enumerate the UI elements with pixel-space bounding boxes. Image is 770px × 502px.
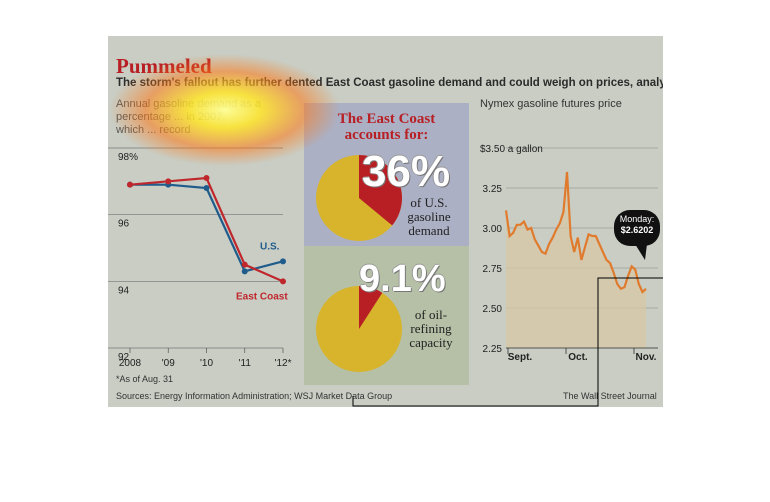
refining-text: of oil- refining capacity [401, 308, 461, 350]
right-area-fill [506, 172, 646, 348]
right-x-tick-label: Oct. [568, 352, 588, 363]
refining-pie [316, 286, 402, 372]
monday-callout: Monday: $2.6202 [614, 210, 660, 246]
refining-section: 9.1% of oil- refining capacity [304, 246, 469, 385]
right-y-tick-label: 3.00 [483, 224, 503, 235]
legend-us: U.S. [260, 241, 280, 252]
left-series-point [280, 278, 286, 285]
legend-east-coast: East Coast [236, 291, 288, 302]
left-x-tick-label: 2008 [119, 358, 142, 369]
monday-callout-line2: $2.6202 [620, 225, 654, 235]
right-y-tick-label: $3.50 a gallon [480, 144, 543, 155]
left-y-tick-label: 94 [118, 285, 130, 296]
left-series-point [241, 261, 248, 268]
right-series-line [504, 171, 647, 294]
credit: The Wall Street Journal [563, 391, 657, 401]
footnote: *As of Aug. 31 [116, 374, 174, 384]
pie-slice-east-coast [359, 286, 383, 329]
sources: Sources: Energy Information Administrati… [116, 391, 393, 401]
annotation-line [352, 277, 663, 407]
left-series-point [280, 258, 286, 265]
left-x-tick-label: '10 [200, 358, 213, 369]
left-y-tick-label: 92 [118, 352, 130, 363]
left-series-point [241, 268, 248, 275]
refining-text-line3: capacity [409, 335, 453, 350]
right-y-tick-label: 3.25 [483, 184, 503, 195]
refining-percent: 9.1% [359, 258, 446, 300]
monday-callout-line1: Monday: [619, 214, 655, 224]
right-chart-label: Nymex gasoline futures price [480, 98, 622, 110]
futures-area-chart: 2.25 2.50 2.75 3.00 3.25 $3.50 a gallon Sept. O… [480, 144, 658, 363]
right-x-tick-label: Sept. [508, 352, 533, 363]
left-x-tick-label: '09 [162, 358, 175, 369]
right-y-tick-label: 2.75 [483, 264, 503, 275]
right-x-tick-label: Nov. [636, 352, 657, 363]
callout-pointer [635, 244, 647, 260]
refining-text-line2: refining [410, 321, 452, 336]
left-x-tick-label: '12* [275, 358, 292, 369]
right-y-tick-label: 2.25 [483, 344, 503, 355]
demand-text-line3: demand [408, 223, 450, 238]
right-y-tick-label: 2.50 [483, 304, 503, 315]
refining-text-line1: of oil- [414, 307, 448, 322]
callout-pointer-shape [635, 244, 647, 260]
left-x-tick-label: '11 [239, 358, 252, 369]
